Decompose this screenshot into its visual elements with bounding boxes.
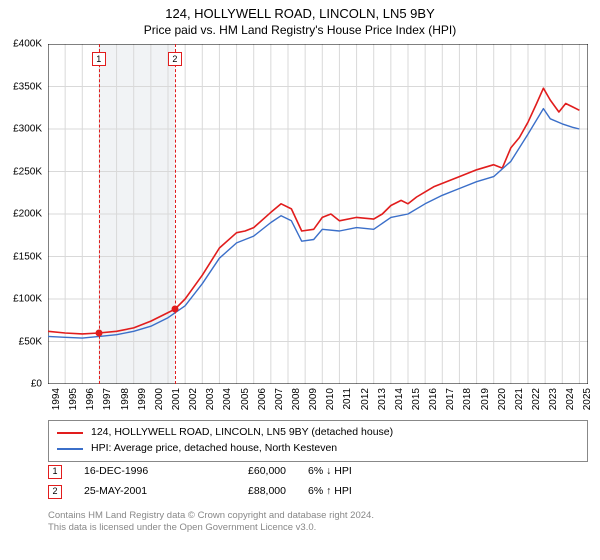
- x-axis-label: 2025: [582, 388, 593, 410]
- legend-label: HPI: Average price, detached house, Nort…: [91, 441, 337, 457]
- marker-date: 25-MAY-2001: [84, 482, 184, 502]
- y-axis-label: £400K: [13, 39, 42, 50]
- x-axis-label: 1996: [85, 388, 96, 410]
- legend-label: 124, HOLLYWELL ROAD, LINCOLN, LN5 9BY (d…: [91, 425, 393, 441]
- marker-badge: 1: [48, 465, 62, 479]
- chart-marker-badge: 2: [168, 52, 182, 66]
- marker-row: 1 16-DEC-1996 £60,000 6% ↓ HPI: [48, 462, 588, 482]
- x-axis-label: 2006: [257, 388, 268, 410]
- x-axis-label: 2003: [205, 388, 216, 410]
- marker-date: 16-DEC-1996: [84, 462, 184, 482]
- x-axis-label: 2001: [171, 388, 182, 410]
- chart-marker-dot: [95, 330, 102, 337]
- marker-delta: 6% ↑ HPI: [308, 482, 398, 502]
- footnote-line2: This data is licensed under the Open Gov…: [48, 522, 588, 534]
- legend: 124, HOLLYWELL ROAD, LINCOLN, LN5 9BY (d…: [48, 420, 588, 462]
- x-axis-label: 2012: [360, 388, 371, 410]
- footnote-line1: Contains HM Land Registry data © Crown c…: [48, 510, 588, 522]
- chart-title-line1: 124, HOLLYWELL ROAD, LINCOLN, LN5 9BY: [0, 0, 600, 21]
- legend-swatch: [57, 432, 83, 434]
- x-axis-label: 2011: [342, 388, 353, 410]
- marker-table: 1 16-DEC-1996 £60,000 6% ↓ HPI 2 25-MAY-2001 £…: [48, 462, 588, 502]
- chart-marker-badge: 1: [92, 52, 106, 66]
- x-axis-label: 2021: [514, 388, 525, 410]
- marker-delta: 6% ↓ HPI: [308, 462, 398, 482]
- y-axis-label: £0: [31, 379, 42, 390]
- chart-area: £0£50K£100K£150K£200K£250K£300K£350K£400…: [48, 44, 588, 384]
- footnote: Contains HM Land Registry data © Crown c…: [48, 510, 588, 535]
- x-axis-label: 2017: [445, 388, 456, 410]
- x-axis-label: 2007: [274, 388, 285, 410]
- chart-title-line2: Price paid vs. HM Land Registry's House …: [0, 21, 600, 37]
- x-axis-label: 2016: [428, 388, 439, 410]
- x-axis-label: 2023: [548, 388, 559, 410]
- x-axis-label: 2000: [154, 388, 165, 410]
- x-axis-label: 2020: [497, 388, 508, 410]
- marker-badge: 2: [48, 485, 62, 499]
- x-axis-label: 2015: [411, 388, 422, 410]
- legend-item: HPI: Average price, detached house, Nort…: [57, 441, 579, 457]
- marker-row: 2 25-MAY-2001 £88,000 6% ↑ HPI: [48, 482, 588, 502]
- x-axis-label: 2019: [480, 388, 491, 410]
- y-axis-label: £350K: [13, 81, 42, 92]
- x-axis-label: 2005: [240, 388, 251, 410]
- x-axis-label: 2013: [377, 388, 388, 410]
- x-axis-label: 1998: [120, 388, 131, 410]
- y-axis-label: £50K: [19, 336, 42, 347]
- x-axis-label: 2002: [188, 388, 199, 410]
- marker-price: £60,000: [206, 462, 286, 482]
- x-axis-label: 1997: [102, 388, 113, 410]
- chart-marker-dot: [171, 306, 178, 313]
- x-axis-label: 2008: [291, 388, 302, 410]
- y-axis-label: £100K: [13, 294, 42, 305]
- chart-svg: [48, 44, 588, 384]
- x-axis-label: 2022: [531, 388, 542, 410]
- y-axis-label: £250K: [13, 166, 42, 177]
- marker-price: £88,000: [206, 482, 286, 502]
- legend-swatch: [57, 448, 83, 450]
- y-axis-label: £150K: [13, 251, 42, 262]
- x-axis-label: 1995: [68, 388, 79, 410]
- legend-item: 124, HOLLYWELL ROAD, LINCOLN, LN5 9BY (d…: [57, 425, 579, 441]
- y-axis-label: £300K: [13, 124, 42, 135]
- x-axis-label: 1994: [51, 388, 62, 410]
- x-axis-label: 2024: [565, 388, 576, 410]
- x-axis-label: 2018: [462, 388, 473, 410]
- x-axis-label: 2010: [325, 388, 336, 410]
- x-axis-label: 1999: [137, 388, 148, 410]
- y-axis-label: £200K: [13, 209, 42, 220]
- x-axis-label: 2014: [394, 388, 405, 410]
- x-axis-label: 2009: [308, 388, 319, 410]
- x-axis-label: 2004: [222, 388, 233, 410]
- marker-guideline: [175, 44, 176, 384]
